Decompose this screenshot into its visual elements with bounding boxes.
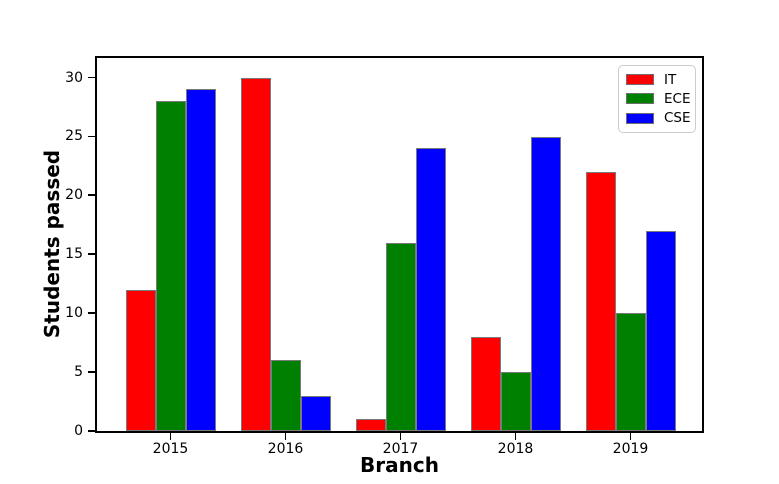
bar-cse-2017 — [415, 148, 446, 431]
x-tick-label: 2015 — [152, 441, 189, 457]
x-tick-mark — [514, 433, 517, 440]
legend-swatch-cse — [626, 112, 654, 124]
x-tick-mark — [629, 433, 632, 440]
y-tick-label: 10 — [65, 305, 83, 322]
bar-ece-2018 — [500, 372, 531, 431]
y-tick-label: 25 — [65, 128, 83, 145]
legend-item-it: IT — [619, 72, 695, 88]
y-tick-label: 30 — [65, 69, 83, 86]
bar-it-2016 — [240, 77, 271, 431]
legend-item-ece: ECE — [619, 91, 695, 107]
y-tick-mark — [88, 76, 95, 79]
y-tick-mark — [88, 194, 95, 197]
bar-it-2018 — [470, 336, 501, 431]
x-tick-mark — [169, 433, 172, 440]
x-tick-label: 2018 — [497, 441, 534, 457]
legend-item-cse: CSE — [619, 110, 695, 126]
plot-area: IT ECE CSE — [95, 56, 704, 433]
legend-label: IT — [664, 71, 677, 88]
bar-cse-2015 — [185, 89, 216, 431]
bar-ece-2019 — [615, 313, 646, 431]
y-tick-label: 20 — [65, 187, 83, 204]
bar-ece-2016 — [270, 360, 301, 431]
y-tick-mark — [88, 430, 95, 432]
bar-cse-2016 — [300, 395, 331, 431]
bar-ece-2015 — [155, 101, 186, 431]
legend-swatch-ece — [626, 93, 654, 105]
bars-layer — [97, 58, 702, 431]
bar-ece-2017 — [385, 242, 416, 431]
bar-it-2019 — [585, 171, 616, 431]
y-tick-mark — [88, 371, 95, 373]
x-axis-label: Branch — [360, 453, 439, 477]
x-tick-label: 2016 — [267, 441, 304, 457]
y-tick-label: 0 — [74, 423, 83, 439]
bar-it-2015 — [125, 289, 156, 431]
y-tick-mark — [88, 312, 95, 315]
bar-cse-2018 — [530, 136, 561, 431]
legend: IT ECE CSE — [618, 65, 696, 133]
y-tick-mark — [88, 135, 95, 138]
y-tick-label: 15 — [65, 246, 83, 263]
legend-label: CSE — [664, 110, 691, 127]
legend-swatch-it — [626, 74, 654, 86]
bar-cse-2019 — [645, 230, 676, 431]
x-tick-label: 2019 — [612, 441, 649, 457]
legend-label: ECE — [664, 90, 691, 107]
x-tick-label: 2017 — [382, 441, 419, 457]
bar-it-2017 — [355, 419, 386, 431]
x-tick-mark — [399, 433, 402, 440]
y-tick-mark — [88, 253, 95, 256]
x-tick-mark — [284, 433, 287, 440]
y-tick-label: 5 — [74, 364, 83, 381]
